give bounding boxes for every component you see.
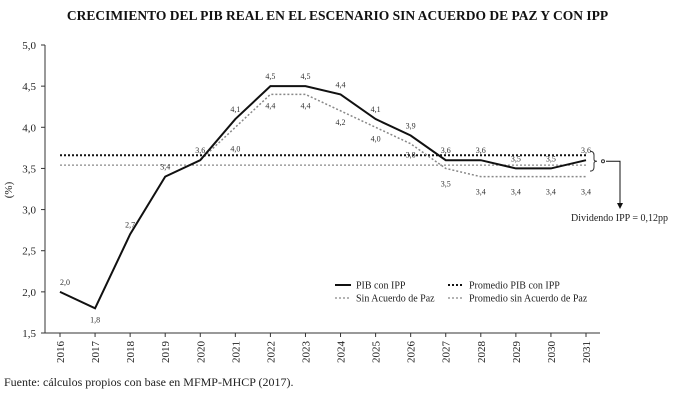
legend-promedio-sin-acuerdo-label: Promedio sin Acuerdo de Paz [469,294,588,305]
y-tick-label: 2,5 [22,246,36,258]
x-tick-label: 2018 [125,341,137,364]
data-label-pib-ipp: 1,8 [90,315,100,324]
annotation-arrow [606,160,621,207]
data-label-pib-ipp: 3,6 [441,146,451,155]
x-tick-label: 2025 [371,341,383,364]
data-label-sin-acuerdo: 3,8 [406,151,416,160]
chart-title: CRECIMIENTO DEL PIB REAL EN EL ESCENARIO… [66,8,609,23]
y-tick-label: 4,5 [22,81,36,93]
data-label-sin-acuerdo: 4,4 [265,101,275,110]
annotation-text: Dividendo IPP = 0,12pp [571,213,668,224]
series-line-pib-ipp [59,85,587,310]
x-tick-label: 2017 [90,341,102,364]
data-label-pib-ipp: 4,5 [300,72,310,81]
data-label-sin-acuerdo: 4,4 [300,101,310,110]
brace-marker [601,159,605,164]
source-note: Fuente: cálculos propios con base en MFM… [4,375,294,389]
legend-sin-acuerdo-label: Sin Acuerdo de Paz [356,294,435,305]
x-tick-label: 2026 [406,341,418,364]
data-label-sin-acuerdo: 3,4 [581,188,591,197]
series-line-sin-acuerdo [59,93,586,310]
y-tick-label: 5,0 [22,40,36,52]
data-label-sin-acuerdo: 4,2 [336,118,346,127]
x-tick-label: 2024 [336,341,348,364]
x-tick-label: 2031 [581,341,593,363]
data-label-pib-ipp: 2,7 [125,220,135,229]
y-tick-label: 3,0 [22,205,36,217]
data-label-sin-acuerdo: 3,5 [441,179,451,188]
x-tick-label: 2020 [195,341,207,364]
y-axis-label: (%) [3,181,15,198]
x-tick-label: 2029 [511,341,523,364]
data-label-pib-ipp: 2,0 [60,278,70,287]
x-tick-label: 2019 [160,341,172,364]
data-label-sin-acuerdo: 3,4 [546,188,556,197]
arrow-head [617,203,623,209]
y-tick-label: 2,0 [22,287,36,299]
data-label-sin-acuerdo: 3,4 [511,188,521,197]
legend-promedio-pib-ipp-label: Promedio PIB con IPP [469,281,560,292]
data-label-sin-acuerdo: 3,4 [476,188,486,197]
x-tick-label: 2023 [300,341,312,364]
data-label-pib-ipp: 4,5 [265,72,275,81]
x-tick-label: 2030 [546,341,558,364]
x-tick-label: 2028 [476,341,488,364]
y-tick-label: 4,0 [22,122,36,134]
data-label-pib-ipp: 4,1 [230,105,240,114]
data-label-pib-ipp: 3,6 [581,146,591,155]
y-tick-label: 3,5 [22,163,36,175]
x-tick-label: 2022 [265,341,277,363]
data-label-sin-acuerdo: 4,0 [230,144,240,153]
legend-pib-ipp-label: PIB con IPP [356,281,406,292]
data-label-sin-acuerdo: 4,0 [371,134,381,143]
data-label-pib-ipp: 3,9 [406,122,416,131]
data-label-pib-ipp: 3,4 [160,163,170,172]
data-label-pib-ipp: 3,6 [476,146,486,155]
y-tick-label: 1,5 [22,328,36,340]
x-tick-label: 2021 [230,341,242,363]
data-label-pib-ipp: 4,1 [371,105,381,114]
x-tick-label: 2016 [55,341,67,364]
data-label-pib-ipp: 3,5 [511,154,521,163]
data-label-pib-ipp: 4,4 [336,80,346,89]
brace [589,150,598,172]
data-label-pib-ipp: 3,6 [195,146,205,155]
data-label-pib-ipp: 3,5 [546,154,556,163]
x-tick-label: 2027 [441,341,453,364]
